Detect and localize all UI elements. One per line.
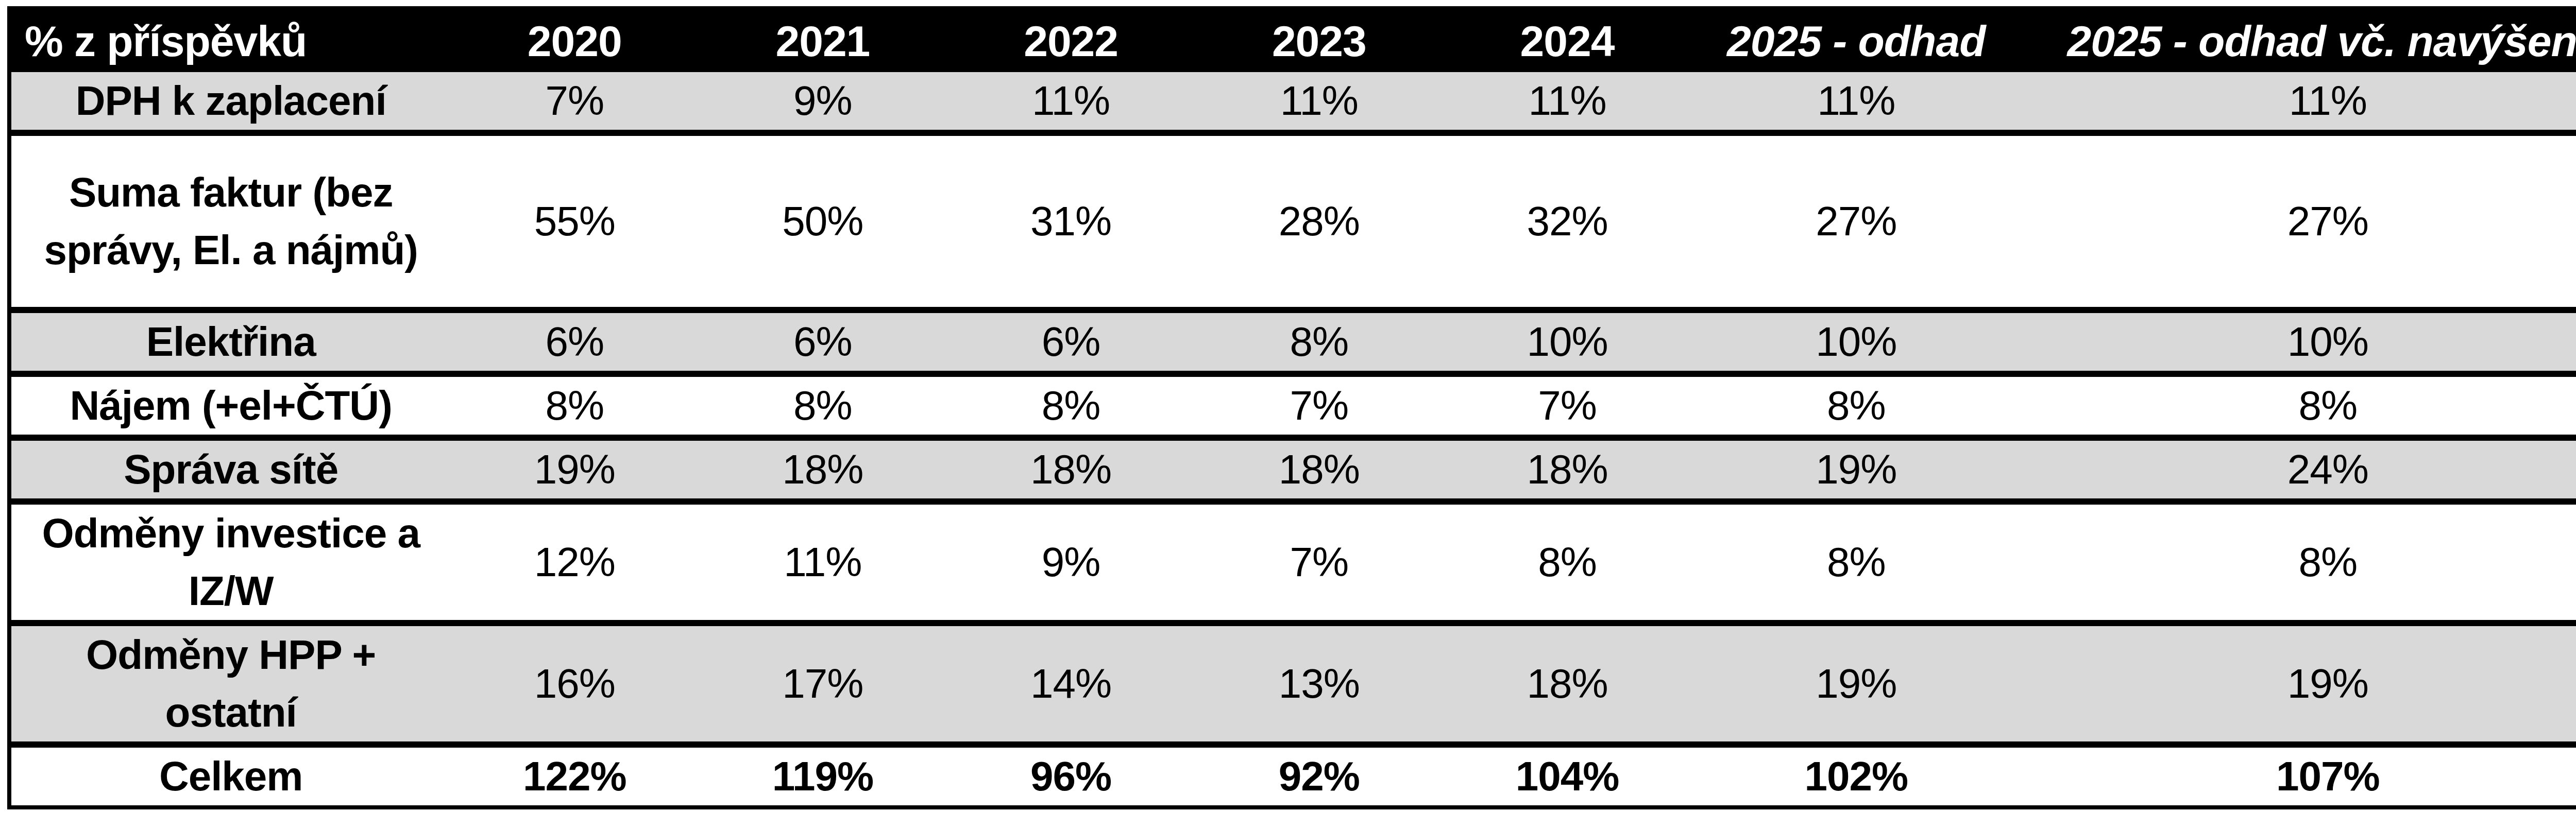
value-cell: 7% bbox=[1195, 374, 1443, 438]
value-cell: 92% bbox=[1195, 745, 1443, 807]
value-cell: 11% bbox=[1195, 72, 1443, 133]
value-cell: 10% bbox=[2021, 310, 2576, 374]
value-cell: 119% bbox=[699, 745, 947, 807]
value-cell: 8% bbox=[1691, 502, 2021, 623]
table-row-odmeny-investice: Odměny investice a IZ/W 12% 11% 9% 7% 8%… bbox=[9, 502, 2576, 623]
value-cell: 17% bbox=[699, 623, 947, 745]
value-cell: 10% bbox=[1691, 310, 2021, 374]
value-cell: 27% bbox=[2021, 133, 2576, 310]
value-cell: 18% bbox=[699, 438, 947, 502]
value-cell: 8% bbox=[1691, 374, 2021, 438]
value-cell: 14% bbox=[947, 623, 1195, 745]
value-cell: 18% bbox=[1195, 438, 1443, 502]
header-cell-title: % z příspěvků bbox=[9, 8, 450, 72]
row-label: Odměny investice a IZ/W bbox=[9, 502, 450, 623]
value-cell: 55% bbox=[450, 133, 699, 310]
value-cell: 27% bbox=[1691, 133, 2021, 310]
value-cell: 107% bbox=[2021, 745, 2576, 807]
value-cell: 50% bbox=[699, 133, 947, 310]
table-row-odmeny-hpp: Odměny HPP + ostatní 16% 17% 14% 13% 18%… bbox=[9, 623, 2576, 745]
value-cell: 11% bbox=[947, 72, 1195, 133]
header-cell-2024: 2024 bbox=[1443, 8, 1691, 72]
value-cell: 10% bbox=[1443, 310, 1691, 374]
header-cell-2021: 2021 bbox=[699, 8, 947, 72]
header-cell-2022: 2022 bbox=[947, 8, 1195, 72]
value-cell: 24% bbox=[2021, 438, 2576, 502]
value-cell: 16% bbox=[450, 623, 699, 745]
row-label: Odměny HPP + ostatní bbox=[9, 623, 450, 745]
value-cell: 102% bbox=[1691, 745, 2021, 807]
row-label: Suma faktur (bez správy, El. a nájmů) bbox=[9, 133, 450, 310]
contributions-percentage-page: % z příspěvků 2020 2021 2022 2023 2024 2… bbox=[0, 0, 2576, 816]
header-cell-2025-odhad-vc-navyseni: 2025 - odhad vč. navýšení bbox=[2021, 8, 2576, 72]
value-cell: 8% bbox=[1195, 310, 1443, 374]
row-label: DPH k zaplacení bbox=[9, 72, 450, 133]
value-cell: 28% bbox=[1195, 133, 1443, 310]
value-cell: 19% bbox=[2021, 623, 2576, 745]
value-cell: 18% bbox=[1443, 438, 1691, 502]
value-cell: 7% bbox=[1195, 502, 1443, 623]
value-cell: 19% bbox=[1691, 438, 2021, 502]
value-cell: 8% bbox=[699, 374, 947, 438]
value-cell: 19% bbox=[450, 438, 699, 502]
value-cell: 6% bbox=[450, 310, 699, 374]
row-label: Celkem bbox=[9, 745, 450, 807]
value-cell: 8% bbox=[2021, 502, 2576, 623]
value-cell: 19% bbox=[1691, 623, 2021, 745]
value-cell: 12% bbox=[450, 502, 699, 623]
value-cell: 11% bbox=[2021, 72, 2576, 133]
value-cell: 8% bbox=[450, 374, 699, 438]
value-cell: 6% bbox=[699, 310, 947, 374]
table-row-dph: DPH k zaplacení 7% 9% 11% 11% 11% 11% 11… bbox=[9, 72, 2576, 133]
value-cell: 7% bbox=[450, 72, 699, 133]
value-cell: 18% bbox=[1443, 623, 1691, 745]
value-cell: 18% bbox=[947, 438, 1195, 502]
value-cell: 32% bbox=[1443, 133, 1691, 310]
percent-of-contributions-table: % z příspěvků 2020 2021 2022 2023 2024 2… bbox=[7, 6, 2576, 809]
value-cell: 6% bbox=[947, 310, 1195, 374]
value-cell: 8% bbox=[947, 374, 1195, 438]
header-cell-2025-odhad: 2025 - odhad bbox=[1691, 8, 2021, 72]
value-cell: 96% bbox=[947, 745, 1195, 807]
value-cell: 31% bbox=[947, 133, 1195, 310]
value-cell: 11% bbox=[699, 502, 947, 623]
table-row-sprava-site: Správa sítě 19% 18% 18% 18% 18% 19% 24% bbox=[9, 438, 2576, 502]
value-cell: 9% bbox=[699, 72, 947, 133]
value-cell: 9% bbox=[947, 502, 1195, 623]
row-label: Nájem (+el+ČTÚ) bbox=[9, 374, 450, 438]
value-cell: 11% bbox=[1443, 72, 1691, 133]
value-cell: 8% bbox=[1443, 502, 1691, 623]
value-cell: 104% bbox=[1443, 745, 1691, 807]
value-cell: 11% bbox=[1691, 72, 2021, 133]
row-label: Elektřina bbox=[9, 310, 450, 374]
table-row-suma-faktur: Suma faktur (bez správy, El. a nájmů) 55… bbox=[9, 133, 2576, 310]
row-label: Správa sítě bbox=[9, 438, 450, 502]
header-cell-2023: 2023 bbox=[1195, 8, 1443, 72]
value-cell: 13% bbox=[1195, 623, 1443, 745]
header-cell-2020: 2020 bbox=[450, 8, 699, 72]
value-cell: 122% bbox=[450, 745, 699, 807]
table-row-celkem: Celkem 122% 119% 96% 92% 104% 102% 107% bbox=[9, 745, 2576, 807]
table-row-najem: Nájem (+el+ČTÚ) 8% 8% 8% 7% 7% 8% 8% bbox=[9, 374, 2576, 438]
header-row: % z příspěvků 2020 2021 2022 2023 2024 2… bbox=[9, 8, 2576, 72]
table-row-elektrina: Elektřina 6% 6% 6% 8% 10% 10% 10% bbox=[9, 310, 2576, 374]
value-cell: 8% bbox=[2021, 374, 2576, 438]
value-cell: 7% bbox=[1443, 374, 1691, 438]
